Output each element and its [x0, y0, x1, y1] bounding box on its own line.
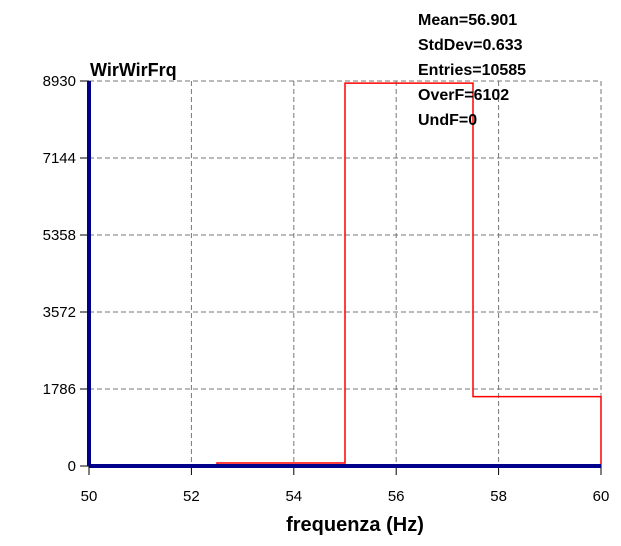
x-tick-label: 60: [593, 488, 610, 505]
y-tick-label: 8930: [43, 73, 76, 90]
stat-stddev: StdDev=0.633: [418, 37, 523, 54]
x-tick-label: 58: [490, 488, 507, 505]
y-tick-label: 0: [68, 458, 76, 475]
stat-overflow: OverF=6102: [418, 87, 509, 104]
y-tick-label: 7144: [43, 150, 76, 167]
histogram-title: WirWirFrq: [90, 60, 177, 80]
y-tick-label: 5358: [43, 227, 76, 244]
x-tick-label: 52: [183, 488, 200, 505]
x-tick-label: 56: [388, 488, 405, 505]
y-tick-label: 3572: [43, 304, 76, 321]
x-tick-label: 50: [81, 488, 98, 505]
stats-box: Mean=56.901 StdDev=0.633 Entries=10585 O…: [418, 12, 526, 129]
x-axis-ticks: 50 52 54 56 58 60: [81, 466, 610, 505]
stat-underflow: UndF=0: [418, 112, 477, 129]
y-axis-ticks: 0 1786 3572 5358 7144 8930: [43, 73, 89, 475]
x-tick-label: 54: [285, 488, 302, 505]
y-tick-label: 1786: [43, 381, 76, 398]
x-axis-title: frequenza (Hz): [286, 514, 424, 536]
stat-mean: Mean=56.901: [418, 12, 517, 29]
histogram-outline: [89, 83, 601, 466]
stat-entries: Entries=10585: [418, 62, 526, 79]
